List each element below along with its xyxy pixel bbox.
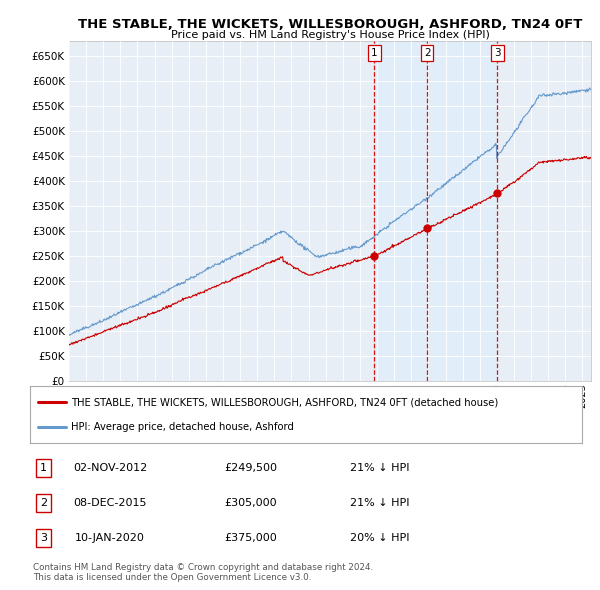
- Text: 02-NOV-2012: 02-NOV-2012: [73, 463, 147, 473]
- Text: 21% ↓ HPI: 21% ↓ HPI: [350, 498, 410, 508]
- Text: THE STABLE, THE WICKETS, WILLESBOROUGH, ASHFORD, TN24 0FT: THE STABLE, THE WICKETS, WILLESBOROUGH, …: [78, 18, 582, 31]
- Text: 3: 3: [494, 48, 500, 58]
- Text: 21% ↓ HPI: 21% ↓ HPI: [350, 463, 410, 473]
- Text: 2: 2: [424, 48, 431, 58]
- Text: Price paid vs. HM Land Registry's House Price Index (HPI): Price paid vs. HM Land Registry's House …: [170, 30, 490, 40]
- Text: £305,000: £305,000: [224, 498, 277, 508]
- Text: £375,000: £375,000: [224, 533, 277, 543]
- Text: 2: 2: [40, 498, 47, 508]
- Text: 10-JAN-2020: 10-JAN-2020: [75, 533, 145, 543]
- Text: Contains HM Land Registry data © Crown copyright and database right 2024.: Contains HM Land Registry data © Crown c…: [33, 563, 373, 572]
- Text: 3: 3: [40, 533, 47, 543]
- Text: 20% ↓ HPI: 20% ↓ HPI: [350, 533, 410, 543]
- Text: THE STABLE, THE WICKETS, WILLESBOROUGH, ASHFORD, TN24 0FT (detached house): THE STABLE, THE WICKETS, WILLESBOROUGH, …: [71, 397, 499, 407]
- Text: 1: 1: [40, 463, 47, 473]
- Text: HPI: Average price, detached house, Ashford: HPI: Average price, detached house, Ashf…: [71, 422, 294, 432]
- Bar: [374, 41, 497, 381]
- Text: This data is licensed under the Open Government Licence v3.0.: This data is licensed under the Open Gov…: [33, 573, 311, 582]
- Text: 1: 1: [371, 48, 377, 58]
- Text: 08-DEC-2015: 08-DEC-2015: [73, 498, 147, 508]
- Text: £249,500: £249,500: [224, 463, 277, 473]
